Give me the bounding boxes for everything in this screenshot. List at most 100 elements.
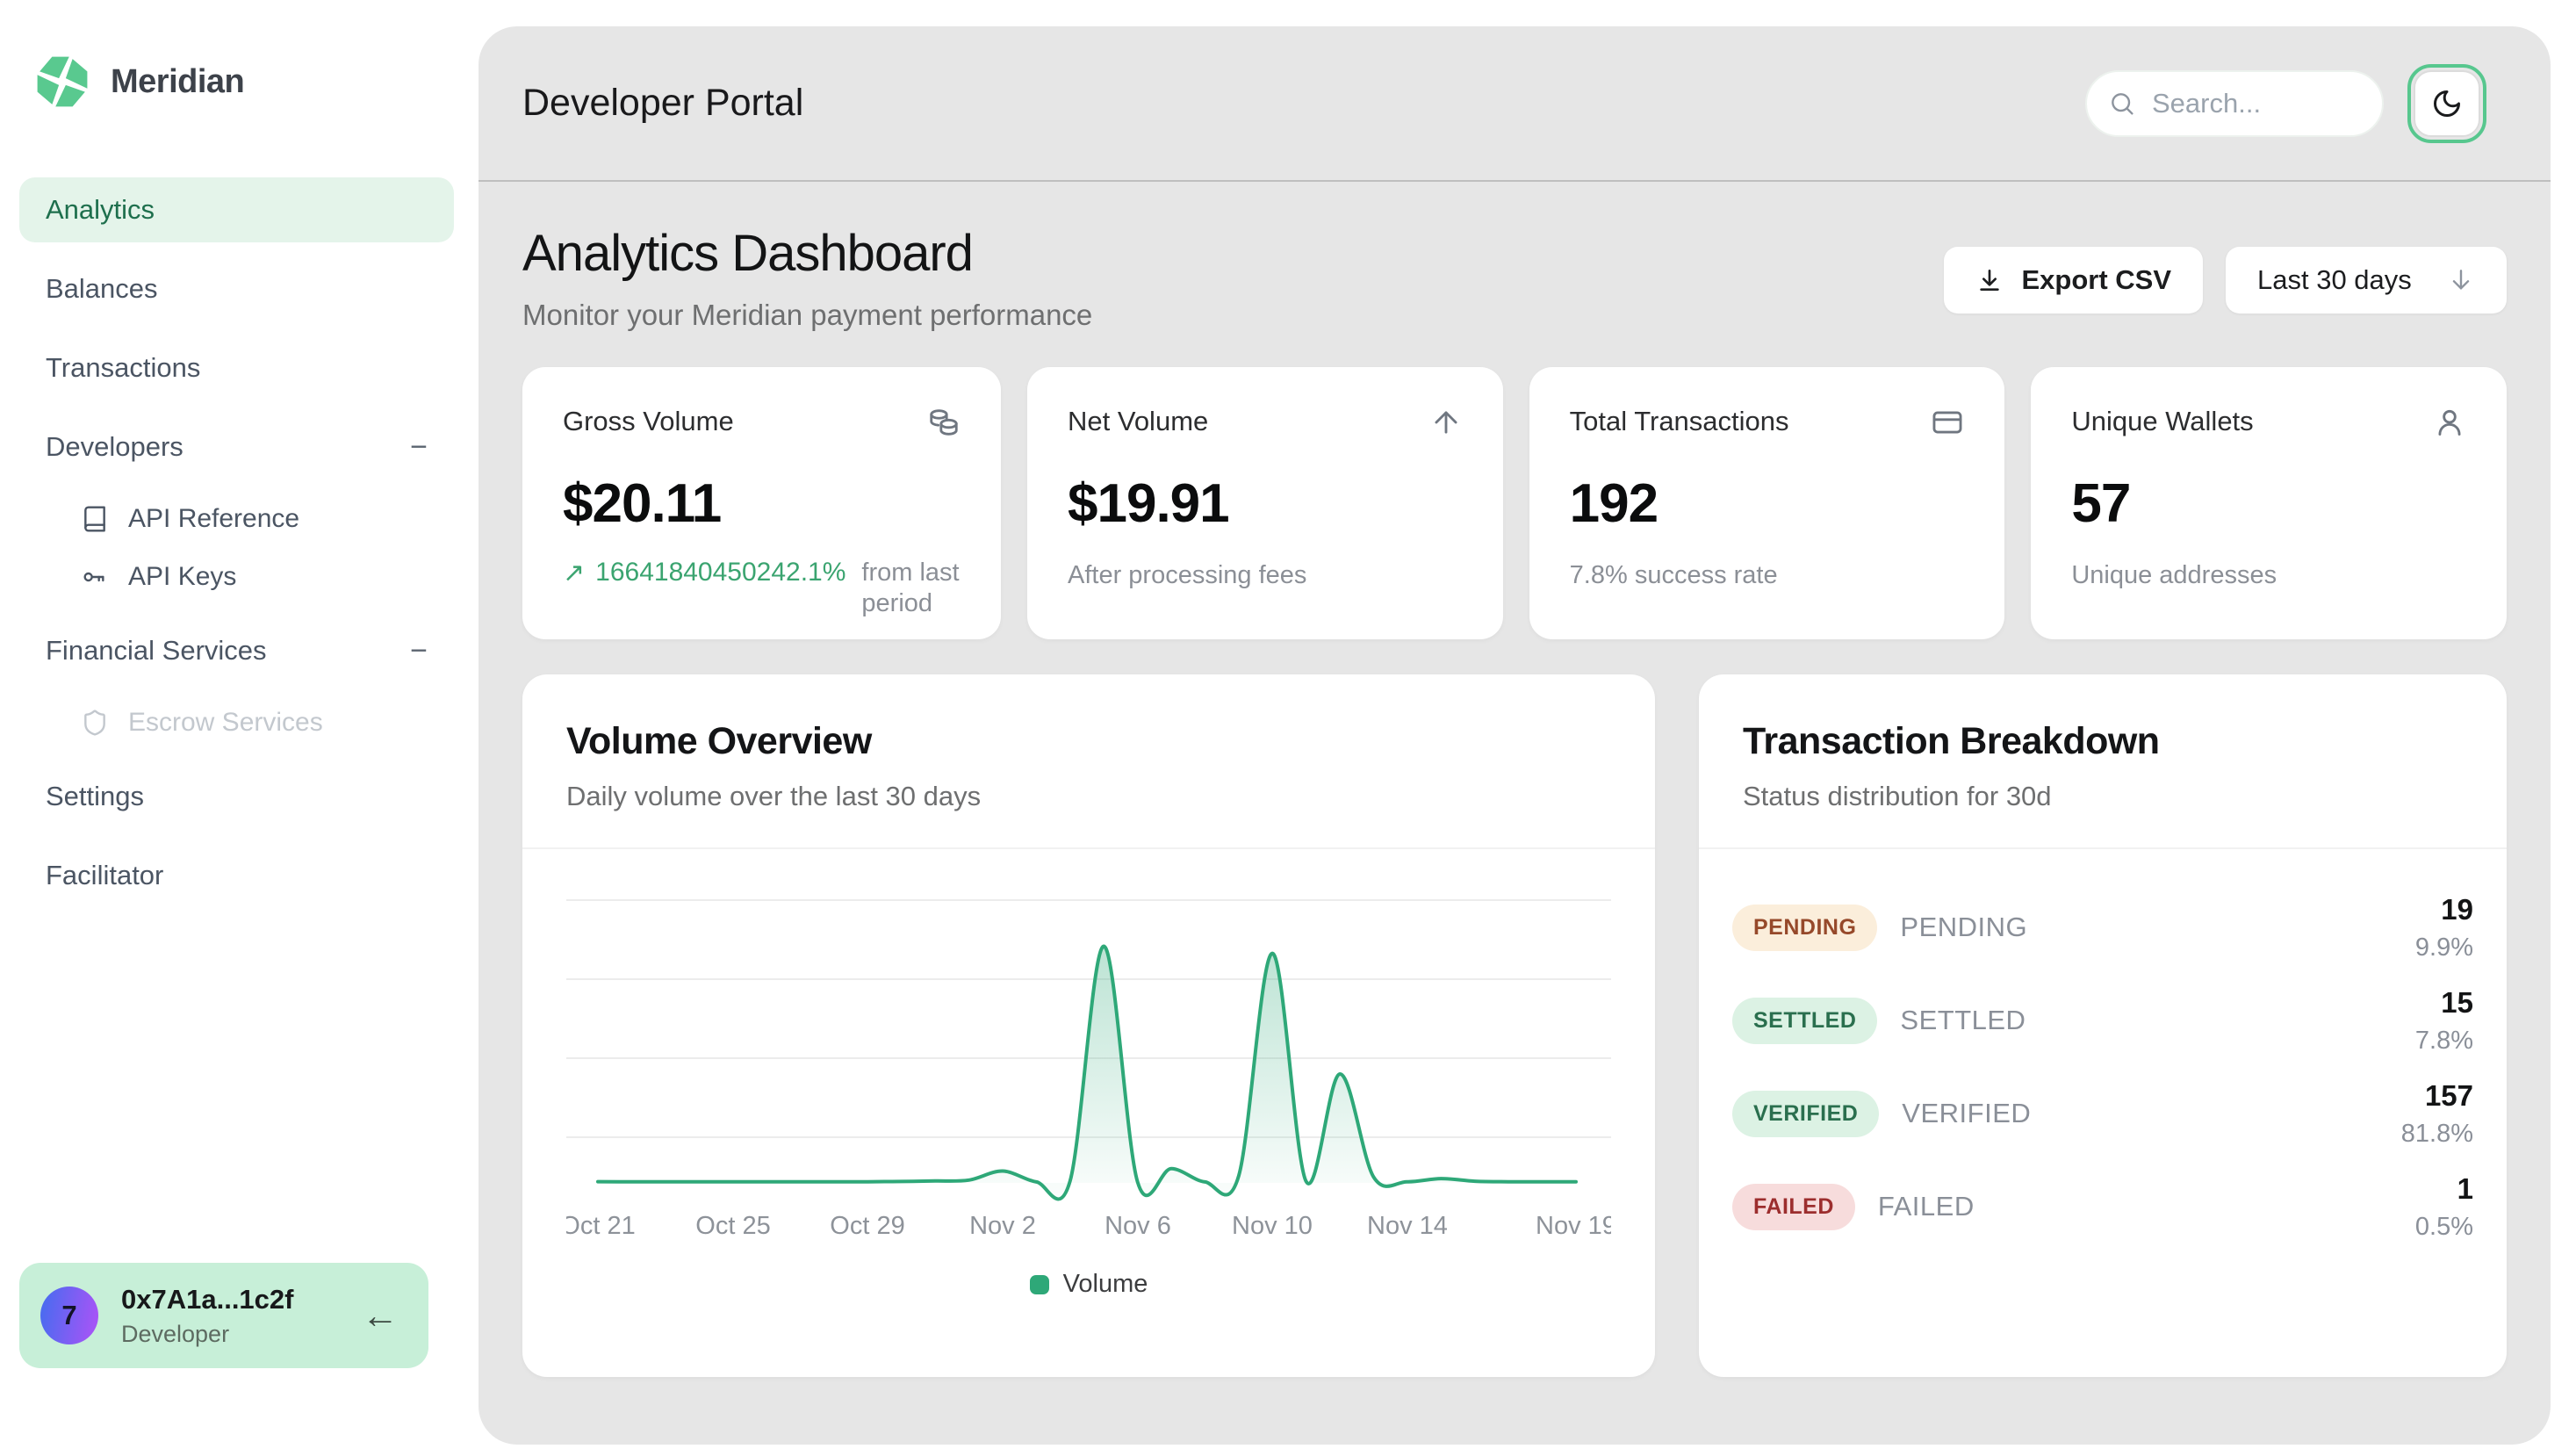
sidebar-item-label: Transactions — [46, 352, 201, 383]
sidebar-item-developers[interactable]: Developers − — [19, 414, 454, 479]
legend-label: Volume — [1062, 1270, 1148, 1298]
status-count: 19 — [2441, 892, 2473, 926]
sidebar-item-label: API Reference — [128, 504, 300, 533]
book-icon — [81, 505, 109, 533]
collapse-icon[interactable]: − — [410, 633, 428, 667]
status-percent: 9.9% — [2414, 933, 2473, 962]
stat-value: 192 — [1569, 473, 1659, 534]
date-range-value: Last 30 days — [2257, 264, 2412, 295]
stat-change-suffix: from last period — [861, 559, 960, 617]
sidebar-item-label: API Keys — [128, 562, 237, 591]
user-meta: 0x7A1a...1c2f Developer — [121, 1284, 362, 1348]
sidebar-item-escrow-services: Escrow Services — [63, 697, 454, 748]
user-card[interactable]: 7 0x7A1a...1c2f Developer ← — [19, 1263, 428, 1368]
svg-text:Nov 6: Nov 6 — [1105, 1212, 1171, 1240]
page-title: Analytics Dashboard — [522, 225, 974, 282]
trend-up-icon: ↗ — [563, 559, 586, 587]
stat-cards-row: Gross Volume $20.11 ↗ 16641840450242.1% from… — [522, 367, 2508, 639]
status-count: 157 — [2424, 1078, 2473, 1112]
brand-name: Meridian — [111, 62, 245, 100]
date-range-select[interactable]: Last 30 days — [2226, 247, 2507, 314]
stat-card-net-volume: Net Volume $19.91 After processing fees — [1027, 367, 1503, 639]
search-input[interactable] — [2152, 87, 2354, 119]
stat-note: After processing fees — [1068, 561, 1307, 589]
panel-header: Developer Portal — [479, 26, 2551, 182]
stat-change-value: 16641840450242.1% — [595, 558, 846, 587]
status-badge: FAILED — [1732, 1183, 1855, 1230]
svg-text:Oct 25: Oct 25 — [695, 1212, 770, 1240]
sidebar-item-label: Developers — [46, 431, 183, 462]
status-badge: PENDING — [1732, 904, 1878, 951]
volume-subtitle: Daily volume over the last 30 days — [566, 781, 982, 811]
download-icon — [1980, 270, 2000, 291]
stat-label: Total Transactions — [1569, 406, 1789, 436]
stat-note: 7.8% success rate — [1569, 561, 1778, 589]
sidebar-item-facilitator[interactable]: Facilitator — [19, 843, 454, 908]
wallet-address: 0x7A1a...1c2f — [121, 1283, 294, 1315]
export-csv-button[interactable]: Export CSV — [1944, 247, 2203, 314]
legend-swatch — [1029, 1274, 1049, 1294]
arrow-up-icon — [1429, 406, 1463, 439]
coins-icon — [927, 406, 961, 439]
sidebar-item-api-keys[interactable]: API Keys — [63, 551, 454, 602]
status-badge: VERIFIED — [1732, 1090, 1880, 1137]
sidebar-item-label: Settings — [46, 781, 145, 811]
sidebar-item-financial-services[interactable]: Financial Services − — [19, 618, 454, 683]
sidebar: Meridian Analytics Balances Transactions De… — [0, 0, 479, 1456]
status-count: 15 — [2441, 985, 2473, 1019]
user-role: Developer — [121, 1320, 230, 1347]
sidebar-item-label: Financial Services — [46, 635, 267, 666]
sidebar-item-label: Escrow Services — [128, 708, 323, 737]
sidebar-item-settings[interactable]: Settings — [19, 764, 454, 829]
stat-label: Unique Wallets — [2071, 406, 2254, 436]
sidebar-nav: Analytics Balances Transactions Developers −… — [0, 177, 479, 908]
status-percent: 81.8% — [2400, 1119, 2473, 1148]
svg-text:Nov 19: Nov 19 — [1536, 1212, 1611, 1240]
stat-value: $19.91 — [1068, 473, 1230, 534]
breakdown-row-settled: SETTLED SETTLED 15 7.8% — [1725, 974, 2480, 1067]
sidebar-item-balances[interactable]: Balances — [19, 256, 454, 321]
status-percent: 7.8% — [2414, 1026, 2473, 1055]
stat-card-gross-volume: Gross Volume $20.11 ↗ 16641840450242.1% from… — [522, 367, 1001, 639]
main-panel: Developer Portal Analytics Dashboard Mon… — [479, 26, 2551, 1445]
svg-text:Nov 2: Nov 2 — [969, 1212, 1036, 1240]
status-label: SETTLED — [1900, 1005, 2026, 1035]
credit-card-icon — [1931, 406, 1964, 439]
meridian-logo-icon — [37, 56, 88, 107]
brand-logo[interactable]: Meridian — [35, 54, 479, 109]
breakdown-row-pending: PENDING PENDING 19 9.9% — [1725, 881, 2480, 974]
transaction-breakdown-card: Transaction Breakdown Status distributio… — [1699, 674, 2507, 1377]
status-count: 1 — [2457, 1171, 2473, 1205]
stat-card-unique-wallets: Unique Wallets 57 Unique addresses — [2031, 367, 2508, 639]
shield-icon — [81, 709, 109, 737]
volume-area-chart: Oct 21 Oct 25 Oct 29 Nov 2 Nov 6 Nov 10 Nov 14… — [560, 899, 1616, 1240]
status-label: PENDING — [1900, 912, 2028, 942]
svg-text:Nov 14: Nov 14 — [1367, 1212, 1448, 1240]
page-subtitle: Monitor your Meridian payment performanc… — [522, 299, 1093, 331]
sidebar-item-label: Facilitator — [46, 860, 164, 890]
svg-text:Oct 21: Oct 21 — [566, 1212, 636, 1240]
status-label: VERIFIED — [1902, 1098, 2032, 1128]
collapse-icon[interactable]: − — [410, 429, 428, 464]
search-box[interactable] — [2085, 69, 2384, 137]
stat-value: 57 — [2071, 473, 2131, 534]
stat-note: Unique addresses — [2071, 561, 2277, 589]
sidebar-item-analytics[interactable]: Analytics — [19, 177, 454, 242]
stat-card-total-transactions: Total Transactions 192 7.8% success rate — [1529, 367, 2005, 639]
collapse-sidebar-icon[interactable]: ← — [362, 1294, 399, 1336]
sidebar-item-transactions[interactable]: Transactions — [19, 335, 454, 400]
sidebar-item-label: Balances — [46, 273, 158, 304]
export-csv-label: Export CSV — [2021, 264, 2171, 295]
chart-legend: Volume — [566, 1270, 1611, 1299]
page-head-text: Analytics Dashboard Monitor your Meridia… — [522, 224, 1092, 332]
breakdown-row-verified: VERIFIED VERIFIED 157 81.8% — [1725, 1067, 2480, 1160]
status-label: FAILED — [1877, 1191, 1975, 1222]
sidebar-item-label: Analytics — [46, 194, 155, 225]
theme-toggle-button[interactable] — [2407, 63, 2486, 143]
stat-label: Gross Volume — [563, 406, 734, 436]
key-icon — [81, 563, 109, 591]
user-icon — [2433, 406, 2466, 439]
sidebar-item-api-reference[interactable]: API Reference — [63, 494, 454, 544]
volume-overview-card: Volume Overview Daily volume over the la… — [522, 674, 1655, 1377]
svg-text:Nov 10: Nov 10 — [1232, 1212, 1313, 1240]
